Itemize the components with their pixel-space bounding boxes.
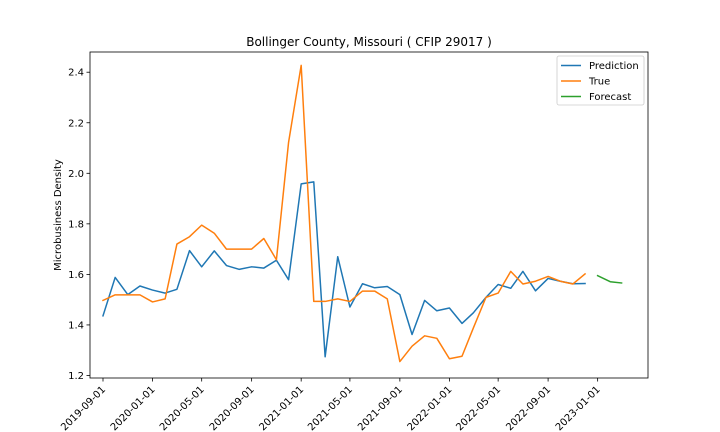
series-layer <box>102 64 623 363</box>
y-tick-label: 2.0 <box>68 169 84 180</box>
legend-items: Prediction True Forecast <box>561 61 639 103</box>
y-tick-label: 1.4 <box>68 320 84 331</box>
legend-label-true: True <box>588 77 610 88</box>
y-tick-label: 2.4 <box>68 68 84 79</box>
y-axis-title: Microbusiness Density <box>53 159 64 271</box>
chart-title: Bollinger County, Missouri ( CFIP 29017 … <box>246 35 492 49</box>
legend-label-forecast: Forecast <box>589 92 631 103</box>
y-tick-label: 1.8 <box>68 219 84 230</box>
y-axis: 1.2 1.4 1.6 1.8 2.0 2.2 2.4 <box>68 68 90 382</box>
series-line-true <box>102 64 587 363</box>
y-tick-label: 1.2 <box>68 371 84 382</box>
series-line-forecast <box>596 274 623 284</box>
y-tick-label: 1.6 <box>68 270 84 281</box>
plot-area <box>90 52 648 378</box>
y-tick-label: 2.2 <box>68 118 84 129</box>
legend: Prediction True Forecast <box>556 55 645 106</box>
axes-frame <box>89 51 649 379</box>
legend-box <box>556 55 645 106</box>
legend-label-prediction: Prediction <box>589 61 639 72</box>
series-line-prediction <box>102 181 586 358</box>
